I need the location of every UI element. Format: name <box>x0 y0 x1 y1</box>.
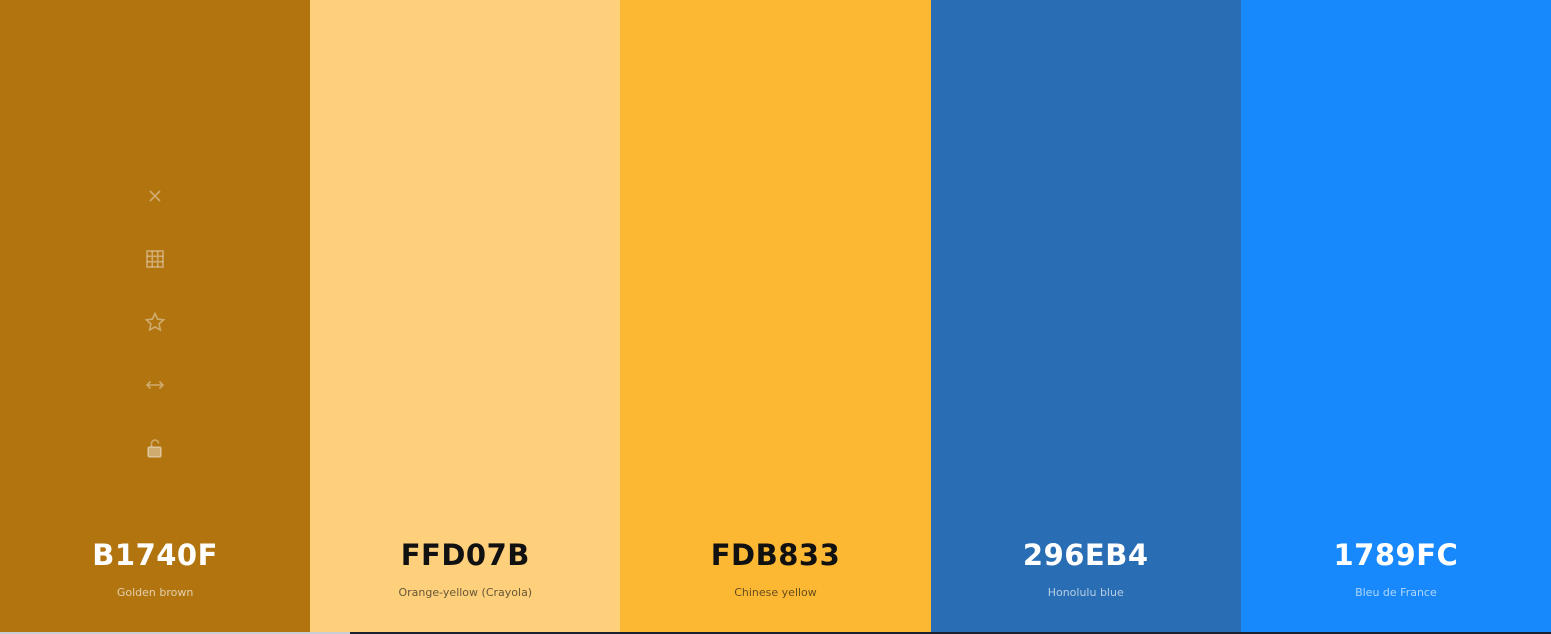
drag-icon[interactable] <box>143 373 167 397</box>
hex-code[interactable]: 296EB4 <box>1022 538 1149 572</box>
hex-code[interactable]: FDB833 <box>710 538 841 572</box>
hex-code[interactable]: B1740F <box>92 538 218 572</box>
color-swatch[interactable]: 1789FC Bleu de France <box>1240 0 1551 632</box>
progress-bar <box>0 632 350 634</box>
color-name[interactable]: Chinese yellow <box>734 586 817 599</box>
color-swatch[interactable]: B1740F Golden brown <box>0 0 311 632</box>
color-swatch[interactable]: FFD07B Orange-yellow (Crayola) <box>310 0 621 632</box>
toolbar <box>0 184 310 460</box>
lock-icon[interactable] <box>143 436 167 460</box>
hex-code[interactable]: FFD07B <box>400 538 530 572</box>
star-icon[interactable] <box>143 310 167 334</box>
color-name[interactable]: Orange-yellow (Crayola) <box>398 586 533 599</box>
color-name[interactable]: Golden brown <box>116 586 194 599</box>
color-swatch[interactable]: FDB833 Chinese yellow <box>620 0 931 632</box>
hex-code[interactable]: 1789FC <box>1333 538 1459 572</box>
color-name[interactable]: Bleu de France <box>1355 586 1437 599</box>
grid-icon[interactable] <box>143 247 167 271</box>
color-swatch[interactable]: 296EB4 Honolulu blue <box>930 0 1241 632</box>
color-name[interactable]: Honolulu blue <box>1047 586 1124 599</box>
close-icon[interactable] <box>143 184 167 208</box>
